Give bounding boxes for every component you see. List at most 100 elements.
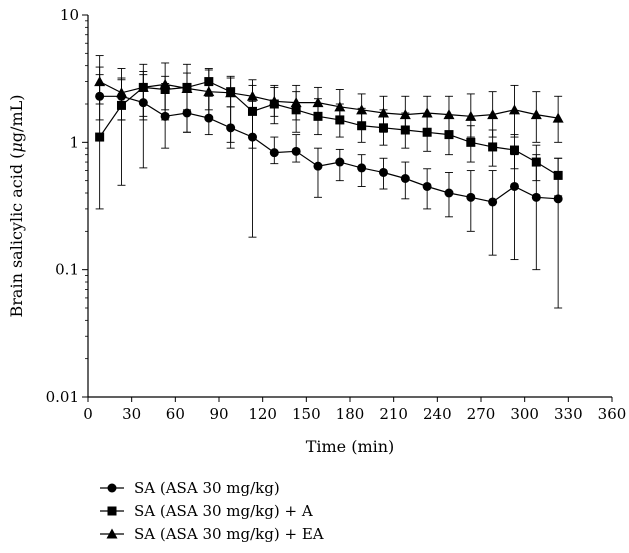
series-3-point-triangle bbox=[377, 107, 389, 118]
series-3-point-triangle bbox=[530, 109, 542, 120]
series-1-point-circle bbox=[553, 194, 563, 204]
x-tick-label: 330 bbox=[554, 405, 583, 423]
series-2-point-square bbox=[291, 105, 301, 115]
series-3-point-triangle bbox=[443, 109, 455, 120]
x-tick-label: 300 bbox=[510, 405, 539, 423]
series-lines bbox=[99, 80, 559, 203]
legend-item-series-3: SA (ASA 30 mg/kg) + EA bbox=[100, 525, 324, 543]
series-3-point-triangle bbox=[399, 109, 411, 120]
x-tick-label: 180 bbox=[336, 405, 365, 423]
series-1-point-circle bbox=[444, 188, 454, 198]
legend-label-series-1: SA (ASA 30 mg/kg) bbox=[134, 479, 280, 497]
series-3-point-triangle bbox=[552, 112, 564, 123]
series-2-point-square bbox=[531, 157, 541, 167]
series-1-point-circle bbox=[269, 148, 279, 158]
series-2-point-square bbox=[335, 115, 345, 125]
y-axis-title-mu: μ bbox=[7, 142, 26, 152]
series-1-line bbox=[99, 95, 559, 203]
series-1-point-circle bbox=[488, 197, 498, 207]
y-tick-label: 0.01 bbox=[46, 388, 79, 406]
series-1-point-circle bbox=[400, 173, 410, 183]
series-1-point-circle bbox=[313, 161, 323, 171]
series-2-point-square bbox=[466, 137, 476, 147]
series-3-point-triangle bbox=[203, 86, 215, 97]
axes bbox=[87, 15, 612, 398]
series-3-point-triangle bbox=[508, 104, 520, 115]
series-2-point-square bbox=[509, 145, 519, 155]
series-3-point-triangle bbox=[290, 97, 302, 108]
series-3-point-triangle bbox=[159, 78, 171, 89]
series-1-point-circle bbox=[378, 167, 388, 177]
series-1-point-circle bbox=[182, 108, 192, 118]
series-1-point-circle bbox=[466, 192, 476, 202]
x-axis-title: Time (min) bbox=[306, 437, 395, 456]
series-2-point-square bbox=[247, 106, 257, 116]
series-3-point-triangle bbox=[115, 87, 127, 98]
x-tick-label: 60 bbox=[166, 405, 185, 423]
legend-marker-square-icon bbox=[107, 506, 117, 516]
x-tick-label: 270 bbox=[467, 405, 496, 423]
legend-label-series-2: SA (ASA 30 mg/kg) + A bbox=[134, 502, 313, 520]
series-3-point-triangle bbox=[94, 76, 106, 87]
legend-item-series-2: SA (ASA 30 mg/kg) + A bbox=[100, 502, 313, 520]
x-tick-label: 30 bbox=[122, 405, 141, 423]
y-tick-label: 0.1 bbox=[55, 261, 79, 279]
series-2-point-square bbox=[444, 130, 454, 140]
series-2-point-square bbox=[378, 123, 388, 133]
series-3-point-triangle bbox=[225, 87, 237, 98]
x-tick-label: 210 bbox=[379, 405, 408, 423]
x-tick-label: 0 bbox=[83, 405, 93, 423]
series-2-point-square bbox=[357, 121, 367, 131]
x-tick-label: 240 bbox=[423, 405, 452, 423]
series-3-point-triangle bbox=[181, 82, 193, 93]
series-3-point-triangle bbox=[268, 95, 280, 106]
legend-marker-triangle-icon bbox=[106, 528, 118, 539]
series-3-point-triangle bbox=[137, 81, 149, 92]
series-2-point-square bbox=[400, 125, 410, 135]
series-markers bbox=[94, 76, 564, 207]
y-axis-title-suffix: g/mL) bbox=[7, 95, 26, 143]
y-axis-title: Brain salicylic acid (μg/mL) bbox=[7, 95, 26, 318]
legend: SA (ASA 30 mg/kg) SA (ASA 30 mg/kg) + A … bbox=[100, 479, 324, 543]
series-2-point-square bbox=[553, 170, 563, 180]
x-tick-label: 120 bbox=[248, 405, 277, 423]
series-2-line bbox=[99, 80, 559, 176]
y-axis-title-prefix: Brain salicylic acid ( bbox=[7, 153, 26, 318]
ticks: 0 30 60 90 120 150 180 210 240 270 300 330 360 0.01 0.… bbox=[46, 6, 627, 423]
series-3-point-triangle bbox=[334, 101, 346, 112]
series-2-point-square bbox=[204, 77, 214, 87]
series-2-point-square bbox=[95, 132, 105, 142]
series-1-point-circle bbox=[335, 157, 345, 167]
series-1-point-circle bbox=[160, 111, 170, 121]
y-tick-label: 10 bbox=[60, 6, 79, 24]
series-1-point-circle bbox=[204, 113, 214, 123]
series-3-point-triangle bbox=[421, 107, 433, 118]
series-1-point-circle bbox=[531, 192, 541, 202]
legend-item-series-1: SA (ASA 30 mg/kg) bbox=[100, 479, 280, 497]
x-tick-label: 150 bbox=[292, 405, 321, 423]
series-1-point-circle bbox=[291, 146, 301, 156]
series-1-point-circle bbox=[226, 123, 236, 133]
series-2-point-square bbox=[116, 100, 126, 110]
series-1-point-circle bbox=[138, 98, 148, 108]
legend-label-series-3: SA (ASA 30 mg/kg) + EA bbox=[134, 525, 324, 543]
series-3-point-triangle bbox=[312, 97, 324, 108]
series-1-point-circle bbox=[357, 163, 367, 173]
x-tick-label: 90 bbox=[209, 405, 228, 423]
x-tick-label: 360 bbox=[598, 405, 627, 423]
legend-marker-circle-icon bbox=[107, 483, 117, 493]
series-2-point-square bbox=[313, 111, 323, 121]
series-3-point-triangle bbox=[356, 104, 368, 115]
series-3-point-triangle bbox=[487, 109, 499, 120]
series-2-point-square bbox=[488, 142, 498, 152]
series-3-line bbox=[99, 81, 559, 119]
series-1-point-circle bbox=[95, 91, 105, 101]
y-tick-label: 1 bbox=[69, 133, 79, 151]
series-2-point-square bbox=[422, 127, 432, 137]
series-1-point-circle bbox=[422, 181, 432, 191]
series-2-point-square bbox=[160, 84, 170, 94]
series-3-point-triangle bbox=[465, 110, 477, 121]
series-3-point-triangle bbox=[246, 90, 258, 101]
series-1-point-circle bbox=[509, 181, 519, 191]
